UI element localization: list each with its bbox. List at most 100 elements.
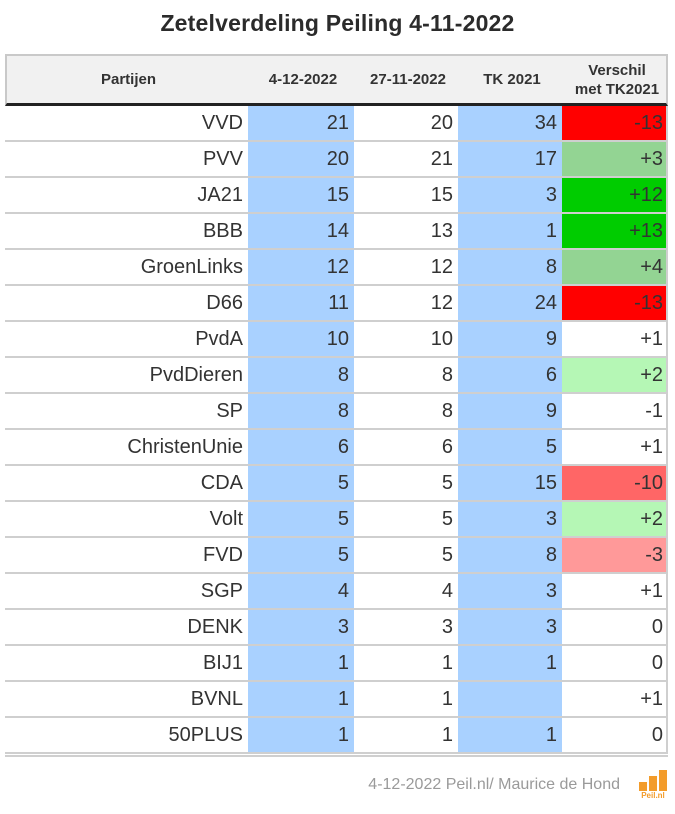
value-4-12-2022-cell: 8 (248, 394, 354, 428)
value-4-12-2022-cell: 5 (248, 502, 354, 536)
header-verschil: Verschil met TK2021 (564, 56, 670, 103)
party-cell: Volt (5, 502, 248, 536)
value-27-11-2022-cell: 20 (354, 106, 458, 140)
party-cell: PVV (5, 142, 248, 176)
value-tk-2021-cell: 1 (458, 214, 562, 248)
verschil-cell: +1 (562, 574, 668, 608)
verschil-cell: -10 (562, 466, 668, 500)
header-partijen: Partijen (100, 71, 157, 88)
value-27-11-2022-cell: 12 (354, 286, 458, 320)
value-4-12-2022-cell: 3 (248, 610, 354, 644)
verschil-cell: +3 (562, 142, 668, 176)
table-row: PVV 20 21 17 +3 (5, 142, 668, 178)
value-27-11-2022-cell: 5 (354, 502, 458, 536)
verschil-cell: -3 (562, 538, 668, 572)
table-row: FVD 5 5 8 -3 (5, 538, 668, 574)
value-27-11-2022-cell: 3 (354, 610, 458, 644)
party-cell: SGP (5, 574, 248, 608)
verschil-cell: -13 (562, 106, 668, 140)
value-tk-2021-cell: 3 (458, 610, 562, 644)
value-tk-2021-cell: 5 (458, 430, 562, 464)
table-row: ChristenUnie 6 6 5 +1 (5, 430, 668, 466)
value-4-12-2022-cell: 15 (248, 178, 354, 212)
value-4-12-2022-cell: 12 (248, 250, 354, 284)
value-tk-2021-cell: 9 (458, 322, 562, 356)
table-body: VVD 21 20 34 -13 PVV 20 21 17 +3 JA21 15 15 3 +12 BBB 14… (5, 106, 668, 754)
party-cell: BIJ1 (5, 646, 248, 680)
logo-text: Peil.nl (641, 791, 665, 800)
value-4-12-2022-cell: 1 (248, 646, 354, 680)
value-27-11-2022-cell: 10 (354, 322, 458, 356)
table-row: VVD 21 20 34 -13 (5, 106, 668, 142)
party-cell: D66 (5, 286, 248, 320)
value-27-11-2022-cell: 1 (354, 646, 458, 680)
table-row: PvdA 10 10 9 +1 (5, 322, 668, 358)
value-27-11-2022-cell: 8 (354, 394, 458, 428)
verschil-cell: +4 (562, 250, 668, 284)
table-header: Partijen 4-12-2022 27-11-2022 TK 2021 Ve… (5, 54, 668, 106)
party-cell: DENK (5, 610, 248, 644)
table-row: BIJ1 1 1 1 0 (5, 646, 668, 682)
table-row: GroenLinks 12 12 8 +4 (5, 250, 668, 286)
header-4-12-2022: 4-12-2022 (268, 71, 338, 88)
logo-bar (659, 770, 667, 791)
value-4-12-2022-cell: 10 (248, 322, 354, 356)
value-27-11-2022-cell: 6 (354, 430, 458, 464)
value-tk-2021-cell: 3 (458, 178, 562, 212)
verschil-cell: 0 (562, 646, 668, 680)
value-27-11-2022-cell: 1 (354, 682, 458, 716)
table-row: SP 8 8 9 -1 (5, 394, 668, 430)
value-tk-2021-cell: 3 (458, 502, 562, 536)
verschil-cell: +1 (562, 682, 668, 716)
verschil-cell: 0 (562, 610, 668, 644)
value-27-11-2022-cell: 5 (354, 538, 458, 572)
table-row: BBB 14 13 1 +13 (5, 214, 668, 250)
value-tk-2021-cell: 3 (458, 574, 562, 608)
value-4-12-2022-cell: 6 (248, 430, 354, 464)
value-27-11-2022-cell: 5 (354, 466, 458, 500)
table-row: D66 11 12 24 -13 (5, 286, 668, 322)
value-4-12-2022-cell: 20 (248, 142, 354, 176)
value-tk-2021-cell: 1 (458, 718, 562, 752)
source-credit: 4-12-2022 Peil.nl/ Maurice de Hond (368, 776, 620, 793)
value-tk-2021-cell (458, 682, 562, 716)
verschil-cell: +1 (562, 322, 668, 356)
party-cell: PvdA (5, 322, 248, 356)
poll-table: Partijen 4-12-2022 27-11-2022 TK 2021 Ve… (5, 54, 668, 754)
party-cell: BVNL (5, 682, 248, 716)
header-verschil-line1: Verschil (588, 61, 646, 79)
logo-bar (639, 782, 647, 791)
party-cell: SP (5, 394, 248, 428)
verschil-cell: -1 (562, 394, 668, 428)
party-cell: JA21 (5, 178, 248, 212)
value-27-11-2022-cell: 21 (354, 142, 458, 176)
value-tk-2021-cell: 6 (458, 358, 562, 392)
value-27-11-2022-cell: 1 (354, 718, 458, 752)
verschil-cell: +12 (562, 178, 668, 212)
value-4-12-2022-cell: 8 (248, 358, 354, 392)
value-27-11-2022-cell: 8 (354, 358, 458, 392)
party-cell: FVD (5, 538, 248, 572)
table-bottom-rule (5, 755, 668, 757)
value-4-12-2022-cell: 11 (248, 286, 354, 320)
value-tk-2021-cell: 17 (458, 142, 562, 176)
verschil-cell: +1 (562, 430, 668, 464)
table-row: SGP 4 4 3 +1 (5, 574, 668, 610)
party-cell: BBB (5, 214, 248, 248)
verschil-cell: +2 (562, 502, 668, 536)
value-4-12-2022-cell: 1 (248, 682, 354, 716)
value-27-11-2022-cell: 13 (354, 214, 458, 248)
party-cell: 50PLUS (5, 718, 248, 752)
party-cell: GroenLinks (5, 250, 248, 284)
value-4-12-2022-cell: 4 (248, 574, 354, 608)
verschil-cell: 0 (562, 718, 668, 752)
table-row: 50PLUS 1 1 1 0 (5, 718, 668, 754)
header-27-11-2022: 27-11-2022 (370, 71, 446, 88)
value-tk-2021-cell: 9 (458, 394, 562, 428)
header-tk-2021: TK 2021 (483, 71, 541, 88)
table-row: Volt 5 5 3 +2 (5, 502, 668, 538)
value-tk-2021-cell: 24 (458, 286, 562, 320)
party-cell: VVD (5, 106, 248, 140)
value-4-12-2022-cell: 1 (248, 718, 354, 752)
value-27-11-2022-cell: 12 (354, 250, 458, 284)
